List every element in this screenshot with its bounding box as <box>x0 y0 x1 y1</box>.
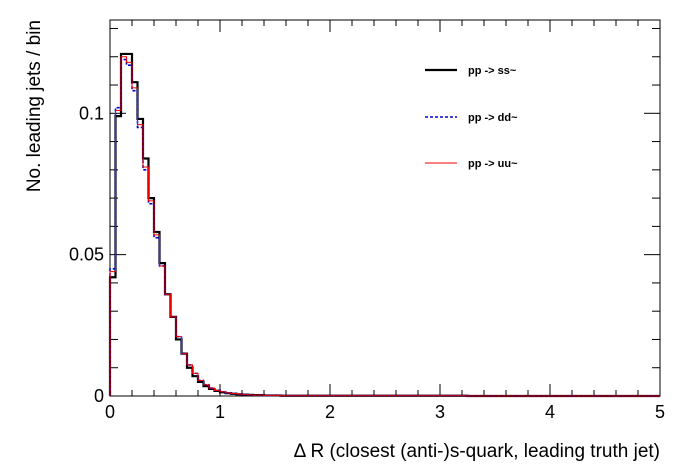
legend-label: pp -> uu~ <box>468 158 518 170</box>
x-tick-label: 3 <box>435 402 445 422</box>
series-line-2 <box>109 58 660 397</box>
x-axis-ticks: 0 1 2 3 4 5 <box>105 20 665 422</box>
series-line-1 <box>108 52 660 398</box>
x-tick-label: 1 <box>215 402 225 422</box>
x-tick-label: 4 <box>545 402 555 422</box>
x-tick-label: 2 <box>325 402 335 422</box>
x-axis-label: Δ R (closest (anti-)s-quark, leading tru… <box>294 441 660 462</box>
y-tick-label: 0 <box>94 386 104 406</box>
legend-label: pp -> ss~ <box>468 65 517 77</box>
series-layer <box>108 52 660 398</box>
y-tick-label: 0.1 <box>79 103 104 123</box>
series-line-3 <box>109 56 660 397</box>
x-tick-label: 5 <box>655 402 665 422</box>
y-axis-ticks: 0 0.05 0.1 <box>69 27 660 406</box>
plot-frame <box>109 19 661 397</box>
x-tick-label: 0 <box>105 402 115 422</box>
legend-label: pp -> dd~ <box>468 112 518 124</box>
y-tick-label: 0.05 <box>69 245 104 265</box>
legend: pp -> ss~ pp -> dd~ pp -> uu~ <box>425 65 518 170</box>
y-axis-label: No. leading jets / bin <box>24 20 45 192</box>
